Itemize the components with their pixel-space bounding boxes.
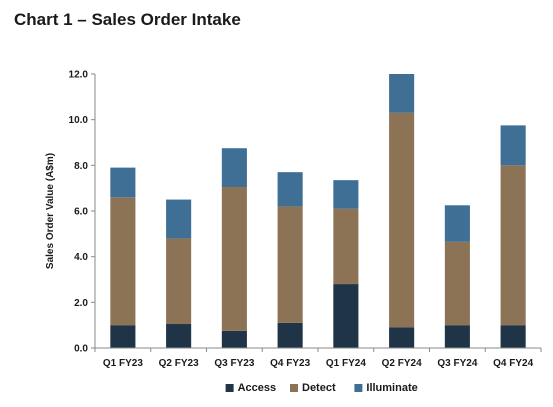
bar-access-4	[333, 284, 359, 348]
x-tick-label: Q2 FY23	[159, 358, 199, 369]
x-tick-label: Q1 FY23	[103, 358, 143, 369]
bar-illuminate-2	[221, 148, 247, 188]
bar-detect-0	[110, 197, 136, 326]
x-tick-label: Q4 FY23	[270, 358, 310, 369]
y-axis: 0.0 2.0 4.0 6.0 8.0 10.0 12.0	[69, 70, 96, 355]
bar-illuminate-0	[110, 167, 136, 198]
legend-swatch-detect	[290, 384, 298, 392]
bar-illuminate-4	[333, 180, 359, 209]
y-tick-label: 6.0	[74, 207, 88, 218]
y-tick-label: 4.0	[74, 252, 88, 263]
bar-access-2	[221, 330, 247, 349]
bar-access-3	[277, 322, 303, 348]
bar-detect-2	[221, 187, 247, 331]
bar-detect-6	[444, 241, 470, 326]
bar-illuminate-5	[389, 74, 415, 113]
bar-illuminate-6	[444, 205, 470, 242]
y-tick-label: 2.0	[74, 298, 88, 309]
bar-access-1	[166, 324, 192, 348]
bar-detect-3	[277, 206, 303, 323]
legend-swatch-access	[225, 384, 234, 392]
bar-illuminate-7	[500, 125, 526, 166]
bar-detect-4	[333, 208, 359, 285]
legend-label-access: Access	[238, 382, 277, 394]
legend: Access Detect Illuminate	[225, 382, 418, 394]
bars-layer	[110, 74, 526, 349]
legend-label-illuminate: Illuminate	[366, 382, 417, 394]
legend-label-detect: Detect	[302, 382, 336, 394]
legend-swatch-illuminate	[354, 384, 363, 392]
bar-detect-7	[500, 165, 526, 326]
bar-access-5	[389, 327, 415, 348]
y-axis-title: Sales Order Value (A$m)	[45, 153, 56, 269]
bar-access-6	[444, 325, 470, 348]
bar-access-0	[110, 325, 136, 348]
x-tick-label: Q3 FY23	[214, 358, 254, 369]
bar-access-7	[500, 325, 526, 348]
x-axis: Q1 FY23 Q2 FY23 Q3 FY23 Q4 FY23 Q1 FY24 Q2 FY…	[94, 347, 542, 369]
bar-illuminate-1	[166, 199, 192, 239]
y-tick-label: 0.0	[74, 344, 88, 355]
x-tick-label: Q2 FY24	[382, 358, 422, 369]
bar-illuminate-3	[277, 172, 303, 207]
x-tick-label: Q1 FY24	[326, 358, 366, 369]
bar-detect-1	[166, 238, 192, 325]
y-tick-label: 10.0	[69, 115, 89, 126]
x-tick-label: Q4 FY24	[493, 358, 533, 369]
bar-detect-5	[389, 112, 415, 328]
chart-title: Chart 1 – Sales Order Intake	[14, 10, 241, 29]
y-tick-label: 12.0	[69, 70, 89, 81]
y-tick-label: 8.0	[74, 161, 88, 172]
x-tick-label: Q3 FY24	[437, 358, 477, 369]
